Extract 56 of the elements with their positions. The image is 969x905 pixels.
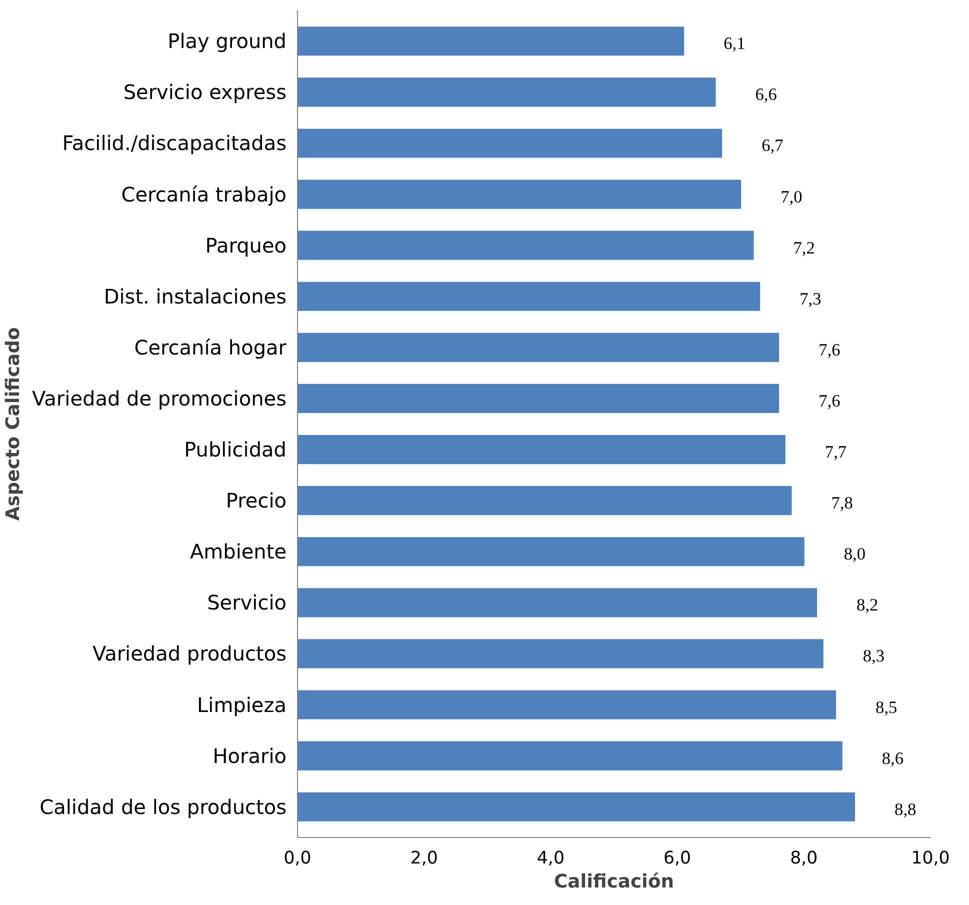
y-tick-label: Calidad de los productos bbox=[40, 794, 287, 819]
x-tick-label: 6,0 bbox=[664, 848, 692, 868]
bar bbox=[298, 588, 818, 618]
bar bbox=[298, 690, 836, 720]
bar bbox=[298, 486, 792, 516]
data-label: 7,3 bbox=[800, 289, 822, 308]
data-label: 7,6 bbox=[818, 340, 841, 360]
bar bbox=[298, 537, 804, 566]
x-tick-label: 8,0 bbox=[790, 848, 818, 868]
y-tick-label: Variedad productos bbox=[92, 642, 287, 666]
data-label: 8,0 bbox=[844, 544, 866, 564]
x-tick-label: 10,0 bbox=[911, 848, 950, 868]
x-axis-title: Calificación bbox=[554, 872, 674, 892]
data-label: 7,6 bbox=[818, 391, 841, 410]
data-label: 8,8 bbox=[894, 800, 916, 819]
x-tick-label: 2,0 bbox=[410, 848, 438, 868]
bar bbox=[298, 384, 780, 414]
bar bbox=[298, 128, 722, 158]
y-tick-label: Cercanía hogar bbox=[134, 335, 288, 360]
data-label: 8,2 bbox=[856, 596, 878, 615]
bar bbox=[298, 282, 760, 311]
bar bbox=[298, 332, 780, 362]
bar bbox=[298, 792, 856, 822]
y-tick-label: Horario bbox=[212, 744, 287, 768]
y-tick-label: Facilid./discapacitadas bbox=[62, 131, 287, 156]
y-tick-label: Ambiente bbox=[190, 540, 287, 564]
x-tick-label: 4,0 bbox=[536, 848, 564, 868]
bar bbox=[298, 26, 684, 56]
data-label: 7,0 bbox=[780, 187, 802, 206]
data-label: 6,1 bbox=[724, 34, 746, 54]
data-label: 7,2 bbox=[793, 238, 815, 258]
data-label: 7,8 bbox=[831, 494, 853, 513]
y-tick-label: Variedad de promociones bbox=[32, 386, 286, 410]
bar bbox=[298, 639, 824, 668]
bar bbox=[298, 78, 716, 107]
y-tick-label: Dist. instalaciones bbox=[104, 284, 286, 308]
bar bbox=[298, 180, 742, 209]
data-label: 6,6 bbox=[755, 85, 778, 104]
y-tick-label: Limpieza bbox=[197, 692, 287, 717]
data-label: 8,5 bbox=[876, 698, 898, 717]
y-tick-label: Cercanía trabajo bbox=[121, 182, 287, 206]
y-tick-label: Parqueo bbox=[205, 233, 286, 258]
bar bbox=[298, 434, 786, 464]
y-tick-label: Servicio express bbox=[123, 80, 287, 104]
data-label: 6,7 bbox=[762, 136, 784, 156]
bar bbox=[298, 741, 842, 770]
y-tick-label: Servicio bbox=[207, 590, 286, 615]
bar bbox=[298, 230, 754, 260]
data-label: 8,6 bbox=[882, 748, 904, 768]
data-label: 7,7 bbox=[824, 442, 847, 462]
y-tick-label: Play ground bbox=[168, 29, 286, 54]
y-tick-label: Publicidad bbox=[184, 438, 287, 462]
y-tick-label: Precio bbox=[226, 488, 287, 513]
y-axis-title: Aspecto Calificado bbox=[3, 327, 24, 521]
data-label: 8,3 bbox=[862, 646, 885, 666]
x-tick-label: 0,0 bbox=[284, 848, 312, 868]
